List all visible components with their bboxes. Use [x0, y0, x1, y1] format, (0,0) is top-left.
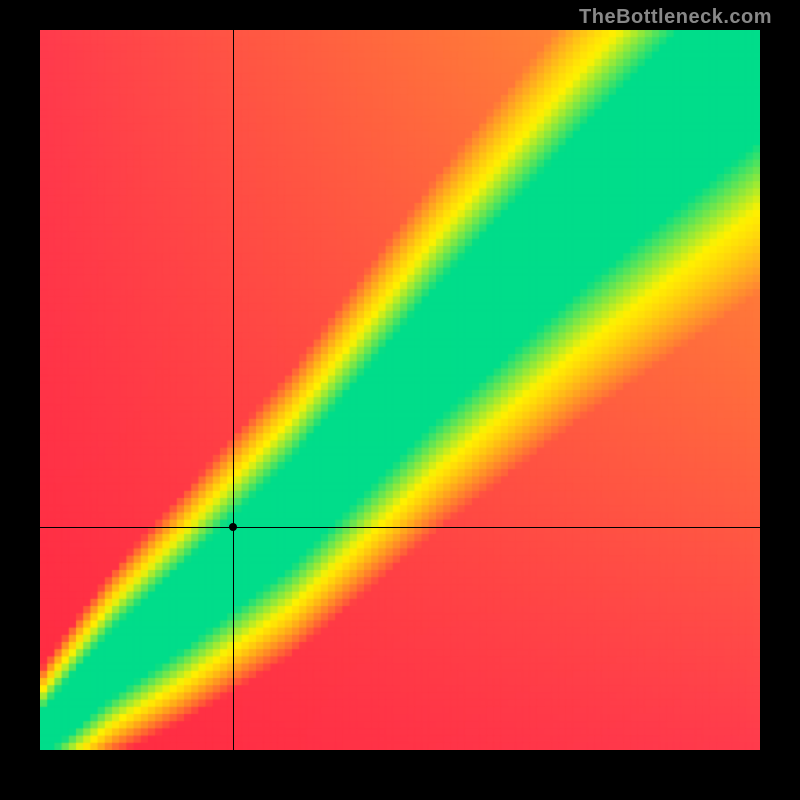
watermark-text: TheBottleneck.com — [579, 6, 772, 29]
heatmap-canvas — [40, 30, 760, 750]
marker-dot — [229, 523, 237, 531]
chart-container: TheBottleneck.com — [0, 0, 800, 800]
crosshair-horizontal — [40, 527, 760, 528]
crosshair-vertical — [233, 30, 234, 750]
plot-area — [40, 30, 760, 750]
